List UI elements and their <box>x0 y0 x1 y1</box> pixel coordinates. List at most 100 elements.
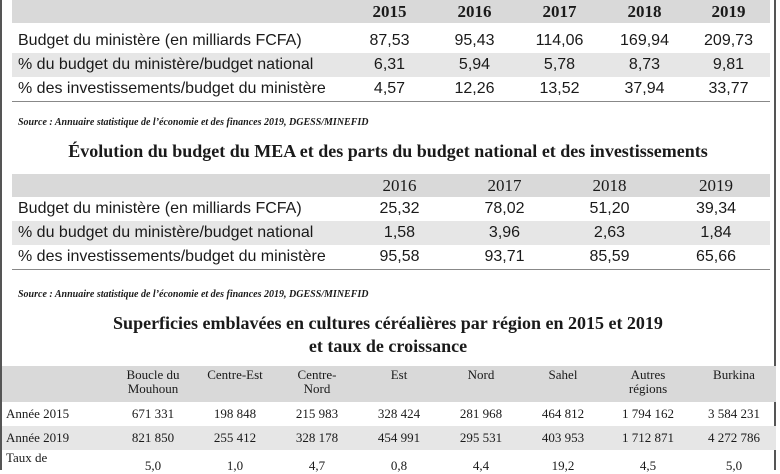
cell-value: 255 412 <box>194 426 276 450</box>
cell-value: 215 983 <box>295 406 339 421</box>
year-header: 2017 <box>517 0 602 23</box>
cell-value: 5,0 <box>725 458 743 473</box>
row-label: Année 2019 <box>2 426 112 450</box>
cell-value: 281 968 <box>459 406 503 421</box>
crop-area-table: Boucle du Mouhoun Centre-Est Centre- Nord … <box>2 366 776 474</box>
table-row: Budget du ministère (en milliards FCFA) … <box>12 197 770 221</box>
row-label: % du budget du ministère/budget national <box>12 221 347 245</box>
cell-value: 87,53 <box>369 32 410 49</box>
cell-value: 114,06 <box>535 32 584 49</box>
cell-value: 4,7 <box>308 458 326 473</box>
table-row: Taux de 5,0 1,0 4,7 0,8 4,4 19,2 4,5 5,0 <box>2 450 776 474</box>
column-header-line: Boucle du <box>126 367 180 382</box>
year-header: 2018 <box>557 174 662 197</box>
table-row: % du budget du ministère/budget national… <box>12 53 770 77</box>
cell-value: 51,20 <box>589 200 630 217</box>
cell-value: 3,96 <box>452 221 557 245</box>
cell-value: 78,02 <box>484 200 525 217</box>
cell-value: 2,63 <box>557 221 662 245</box>
cell-value: 454 991 <box>358 426 440 450</box>
cell-value: 5,0 <box>144 458 162 473</box>
cell-value: 464 812 <box>541 406 585 421</box>
row-label: Budget du ministère (en milliards FCFA) <box>18 200 302 217</box>
cell-value: 821 850 <box>112 426 194 450</box>
row-label: Taux de <box>6 450 48 465</box>
cell-value: 295 531 <box>440 426 522 450</box>
table-header-row: 2016 2017 2018 2019 <box>12 174 770 197</box>
cell-value: 85,59 <box>589 248 630 265</box>
table-title: et taux de croissance <box>308 336 468 356</box>
cell-value: 95,43 <box>454 32 495 49</box>
cell-value: 12,26 <box>454 80 495 97</box>
table-title: Superficies emblavées en cultures céréal… <box>113 313 663 333</box>
cell-value: 1 794 162 <box>622 406 674 421</box>
cell-value: 95,58 <box>379 248 420 265</box>
cell-value: 93,71 <box>484 248 525 265</box>
column-header-line: Nord <box>467 367 495 382</box>
column-header: Autres régions <box>604 366 692 402</box>
column-header-line: Sahel <box>548 367 578 382</box>
cell-value: 4 272 786 <box>692 426 776 450</box>
source-note: Source : Annuaire statistique de l’écono… <box>18 117 369 128</box>
cell-value: 328 424 <box>377 406 421 421</box>
budget-table-1: 2015 2016 2017 2018 2019 Budget du minis… <box>12 0 770 102</box>
cell-value: 5,94 <box>432 53 517 77</box>
year-header: 2017 <box>452 174 557 197</box>
column-header: Sahel <box>522 366 604 402</box>
year-header: 2019 <box>662 174 770 197</box>
source-note: Source : Annuaire statistique de l’écono… <box>18 289 369 300</box>
cell-value: 403 953 <box>522 426 604 450</box>
column-header-line: Nord <box>303 381 331 396</box>
cell-value: 6,31 <box>347 53 432 77</box>
column-header: Boucle du Mouhoun <box>112 366 194 402</box>
cell-value: 4,4 <box>472 458 490 473</box>
year-header: 2016 <box>347 174 452 197</box>
column-header-line: régions <box>628 381 668 396</box>
cell-value: 9,81 <box>687 53 770 77</box>
table-row: Année 2019 821 850 255 412 328 178 454 9… <box>2 426 776 450</box>
row-label: % des investissements/budget du ministèr… <box>18 248 326 265</box>
cell-value: 65,66 <box>695 248 737 265</box>
row-label: % du budget du ministère/budget national <box>12 53 347 77</box>
cell-value: 198 848 <box>213 406 257 421</box>
table-row: % du budget du ministère/budget national… <box>12 221 770 245</box>
cell-value: 4,57 <box>373 80 406 97</box>
cell-value: 3 584 231 <box>708 406 760 421</box>
table-header-row: 2015 2016 2017 2018 2019 <box>12 0 770 23</box>
column-header: Est <box>358 366 440 402</box>
cell-value: 19,2 <box>551 458 575 473</box>
column-header: Centre- Nord <box>276 366 358 402</box>
table-row: Année 2015 671 331 198 848 215 983 328 4… <box>2 402 776 426</box>
cell-value: 5,78 <box>517 53 602 77</box>
table-header-row: Boucle du Mouhoun Centre-Est Centre- Nord … <box>2 366 776 402</box>
cell-value: 25,32 <box>379 200 420 217</box>
cell-value: 1,84 <box>662 221 770 245</box>
cell-value: 37,94 <box>624 80 665 97</box>
table-row: Budget du ministère (en milliards FCFA) … <box>12 29 770 53</box>
cell-value: 671 331 <box>131 406 175 421</box>
table-title: Évolution du budget du MEA et des parts … <box>68 141 708 161</box>
year-header: 2016 <box>432 0 517 23</box>
cell-value: 0,8 <box>390 458 408 473</box>
row-label: Budget du ministère (en milliards FCFA) <box>18 32 302 49</box>
row-label: % des investissements/budget du ministèr… <box>18 80 326 97</box>
year-header: 2015 <box>347 0 432 23</box>
year-header: 2018 <box>602 0 687 23</box>
cell-value: 8,73 <box>602 53 687 77</box>
row-label: Année 2015 <box>6 406 70 421</box>
column-header: Centre-Est <box>194 366 276 402</box>
cell-value: 169,94 <box>620 32 669 49</box>
budget-table-2: 2016 2017 2018 2019 Budget du ministère … <box>12 174 770 270</box>
column-header: Nord <box>440 366 522 402</box>
column-header-line: Centre- <box>297 367 337 382</box>
column-header: Burkina <box>692 366 776 402</box>
cell-value: 13,52 <box>539 80 580 97</box>
cell-value: 4,5 <box>639 458 657 473</box>
column-header-line: Est <box>390 367 408 382</box>
column-header-line: Autres <box>630 367 666 382</box>
cell-value: 1,0 <box>226 458 244 473</box>
column-header-line: Burkina <box>713 367 755 382</box>
year-header: 2019 <box>687 0 770 23</box>
table-row: % des investissements/budget du ministèr… <box>12 245 770 270</box>
